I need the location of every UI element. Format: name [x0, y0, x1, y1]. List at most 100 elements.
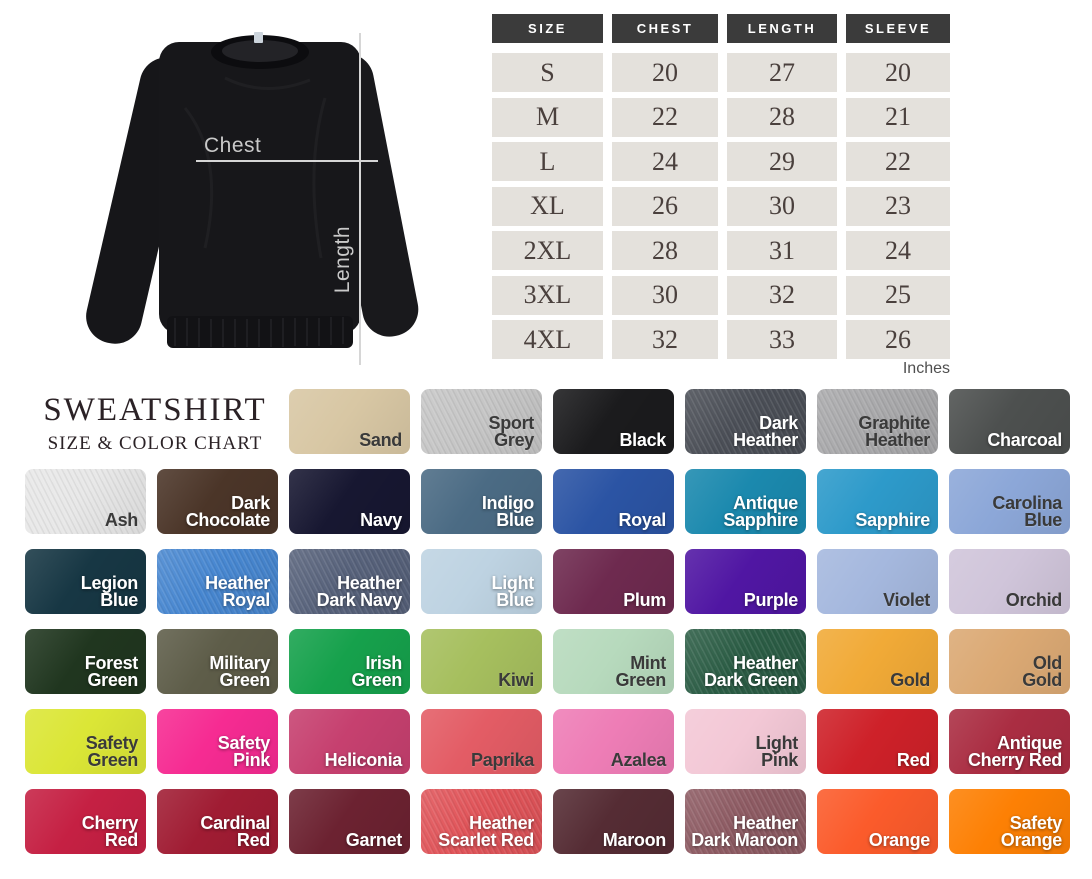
color-swatch-light-pink: Light Pink — [685, 709, 806, 774]
color-swatch-label: Heather Royal — [205, 572, 270, 610]
size-cell: 4XL — [492, 320, 603, 359]
color-swatch-antique-cherry-red: Antique Cherry Red — [949, 709, 1070, 774]
color-swatch-black: Black — [553, 389, 674, 454]
color-swatch-heather-dark-maroon: Heather Dark Maroon — [685, 789, 806, 854]
size-table-header-cell: CHEST — [612, 14, 718, 43]
color-swatch-maroon: Maroon — [553, 789, 674, 854]
color-swatch-label: Forest Green — [84, 652, 139, 690]
color-swatch-orange: Orange — [817, 789, 938, 854]
color-swatch-label: Antique Cherry Red — [967, 732, 1062, 770]
color-swatch-navy: Navy — [289, 469, 410, 534]
measurement-cell: 31 — [727, 231, 837, 270]
color-swatch-label: Irish Green — [351, 652, 402, 690]
measurement-cell: 33 — [727, 320, 837, 359]
color-swatch-label: Cardinal Red — [200, 812, 270, 850]
color-swatch-orchid: Orchid — [949, 549, 1070, 614]
color-swatch-label: Red — [896, 749, 930, 770]
color-swatch-label: Safety Pink — [217, 732, 271, 770]
color-swatch-heather-scarlet-red: Heather Scarlet Red — [421, 789, 542, 854]
color-swatch-label: Safety Orange — [1000, 812, 1063, 850]
color-swatch-label: Heather Dark Maroon — [691, 812, 798, 850]
color-swatch-azalea: Azalea — [553, 709, 674, 774]
size-table-body: S 20 27 20 M 22 28 21 L 24 29 22 XL 26 30 23 2XL 28 31 24 3X… — [492, 53, 950, 359]
size-cell: S — [492, 53, 603, 92]
color-swatch-label: Graphite Heather — [858, 412, 930, 450]
color-swatch-paprika: Paprika — [421, 709, 542, 774]
color-swatch-heather-dark-green: Heather Dark Green — [685, 629, 806, 694]
color-swatch-label: Black — [619, 429, 666, 450]
color-swatch-heather-royal: Heather Royal — [157, 549, 278, 614]
measurement-cell: 20 — [612, 53, 718, 92]
size-table-header-cell: LENGTH — [727, 14, 837, 43]
color-swatch-purple: Purple — [685, 549, 806, 614]
measurement-cell: 28 — [727, 97, 837, 137]
color-swatch-label: Dark Heather — [733, 412, 798, 450]
color-swatch-sport-grey: Sport Grey — [421, 389, 542, 454]
color-swatch-cherry-red: Cherry Red — [25, 789, 146, 854]
color-swatch-label: Gold — [890, 669, 930, 690]
color-swatch-dark-heather: Dark Heather — [685, 389, 806, 454]
measurement-cell: 29 — [727, 142, 837, 181]
measurement-cell: 25 — [846, 275, 950, 315]
color-swatch-label: Heather Dark Green — [703, 652, 798, 690]
color-swatch-antique-sapphire: Antique Sapphire — [685, 469, 806, 534]
color-swatch-safety-green: Safety Green — [25, 709, 146, 774]
color-swatch-label: Plum — [623, 589, 666, 610]
size-cell: L — [492, 142, 603, 181]
color-swatch-label: Heather Dark Navy — [316, 572, 403, 610]
color-swatch-charcoal: Charcoal — [949, 389, 1070, 454]
color-swatch-label: Royal — [618, 509, 666, 530]
color-swatch-mint-green: Mint Green — [553, 629, 674, 694]
size-table-header: SIZE CHEST LENGTH SLEEVE — [492, 14, 950, 43]
measurement-cell: 30 — [612, 275, 718, 315]
length-label: Length — [331, 226, 354, 294]
color-swatch-irish-green: Irish Green — [289, 629, 410, 694]
color-swatch-safety-pink: Safety Pink — [157, 709, 278, 774]
color-swatch-label: Mint Green — [615, 652, 666, 690]
color-swatch-military-green: Military Green — [157, 629, 278, 694]
color-swatch-forest-green: Forest Green — [25, 629, 146, 694]
measurement-cell: 21 — [846, 97, 950, 137]
measurement-cell: 24 — [612, 142, 718, 181]
color-swatch-label: Heliconia — [324, 749, 403, 770]
measurement-cell: 24 — [846, 231, 950, 270]
color-swatch-label: Sapphire — [855, 509, 930, 530]
title-main: SWEATSHIRT — [43, 392, 267, 428]
color-swatch-indigo-blue: Indigo Blue — [421, 469, 542, 534]
title-sub: SIZE & COLOR CHART — [47, 433, 263, 454]
color-swatch-label: Antique Sapphire — [723, 492, 798, 530]
color-swatch-label: Charcoal — [987, 429, 1062, 450]
color-swatch-light-blue: Light Blue — [421, 549, 542, 614]
color-swatch-royal: Royal — [553, 469, 674, 534]
measurement-cell: 22 — [846, 142, 950, 181]
size-table-header-cell: SIZE — [492, 14, 603, 43]
color-swatch-heliconia: Heliconia — [289, 709, 410, 774]
measurement-cell: 22 — [612, 97, 718, 137]
color-swatch-label: Heather Scarlet Red — [438, 812, 534, 850]
color-swatch-label: Azalea — [610, 749, 667, 770]
chart-title: SWEATSHIRT SIZE & COLOR CHART — [22, 392, 288, 455]
color-swatch-label: Cherry Red — [81, 812, 139, 850]
color-swatch-label: Violet — [883, 589, 930, 610]
size-cell: M — [492, 97, 603, 137]
chest-label: Chest — [204, 134, 262, 157]
color-swatch-label: Purple — [743, 589, 799, 610]
measurement-cell: 32 — [612, 320, 718, 359]
color-swatch-graphite-heather: Graphite Heather — [817, 389, 938, 454]
color-swatch-red: Red — [817, 709, 938, 774]
color-swatch-label: Old Gold — [1022, 652, 1062, 690]
color-swatch-label: Navy — [360, 509, 402, 530]
measurement-cell: 26 — [612, 186, 718, 226]
color-swatch-label: Orchid — [1005, 589, 1063, 610]
color-swatch-old-gold: Old Gold — [949, 629, 1070, 694]
color-swatch-dark-chocolate: Dark Chocolate — [157, 469, 278, 534]
color-swatch-label: Sport Grey — [488, 412, 535, 450]
color-swatch-label: Orange — [868, 829, 931, 850]
measurement-cell: 30 — [727, 186, 837, 226]
color-swatch-sapphire: Sapphire — [817, 469, 938, 534]
sweatshirt-illustration — [86, 32, 419, 348]
color-swatch-cardinal-red: Cardinal Red — [157, 789, 278, 854]
color-swatch-kiwi: Kiwi — [421, 629, 542, 694]
color-swatch-label: Maroon — [602, 829, 667, 850]
